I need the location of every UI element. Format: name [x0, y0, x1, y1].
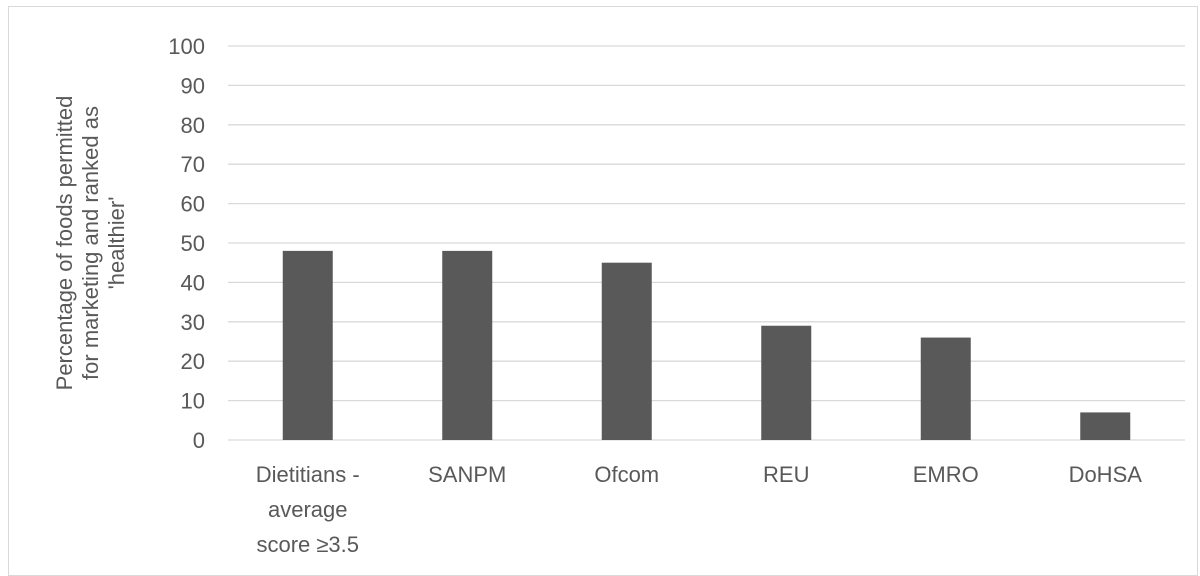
- x-tick-label: EMRO: [913, 462, 979, 487]
- y-axis-title: Percentage of foods permittedfor marketi…: [52, 96, 129, 391]
- y-tick-label: 50: [181, 231, 205, 256]
- y-tick-label: 30: [181, 310, 205, 335]
- x-tick-label: Dietitians -average score ≥3.5: [256, 462, 360, 557]
- y-tick-label: 10: [181, 389, 205, 414]
- bar: [920, 337, 971, 440]
- bar: [761, 325, 812, 440]
- y-tick-label: 100: [168, 34, 205, 59]
- y-tick-label: 60: [181, 192, 205, 217]
- bar: [1080, 412, 1131, 440]
- bar: [442, 250, 493, 440]
- x-tick-label: SANPM: [428, 462, 506, 487]
- x-tick-label: DoHSA: [1069, 462, 1143, 487]
- y-tick-label: 90: [181, 73, 205, 98]
- y-tick-label: 0: [193, 428, 205, 453]
- x-tick-label: Ofcom: [594, 462, 659, 487]
- x-tick-label: REU: [763, 462, 809, 487]
- bar: [601, 262, 652, 440]
- bar: [282, 250, 333, 440]
- y-tick-label: 70: [181, 152, 205, 177]
- y-tick-label: 80: [181, 113, 205, 138]
- y-tick-label: 40: [181, 270, 205, 295]
- y-tick-label: 20: [181, 349, 205, 374]
